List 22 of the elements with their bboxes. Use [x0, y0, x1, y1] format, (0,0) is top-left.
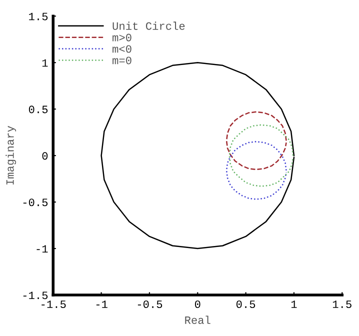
line-series [226, 111, 287, 170]
x-tick-label: -1 [96, 300, 108, 308]
legend-label: m<0 [112, 45, 132, 53]
x-tick-label: 1 [291, 300, 297, 308]
line-series [228, 124, 294, 187]
x-tick-label: 0.5 [236, 300, 256, 308]
line-series [226, 141, 287, 200]
legend-label: m=0 [112, 56, 132, 64]
x-tick-label: 0 [194, 300, 200, 308]
y-tick-label: 0.5 [28, 106, 48, 114]
y-axis-title: Imaginary [6, 126, 16, 184]
y-tick-label: -1.5 [23, 292, 48, 300]
x-tick-label: -0.5 [138, 300, 162, 308]
legend-label: Unit Circle [112, 22, 185, 30]
y-tick-label: 1.5 [29, 12, 48, 20]
y-tick-label: -1 [36, 245, 48, 253]
legend-label: m>0 [112, 34, 132, 42]
y-tick-label: -0.5 [23, 198, 48, 206]
y-tick-label: 1 [42, 59, 48, 67]
x-tick-label: 1.5 [332, 300, 352, 308]
x-axis-title: Real [185, 316, 210, 324]
y-tick-label: 0 [42, 152, 48, 160]
